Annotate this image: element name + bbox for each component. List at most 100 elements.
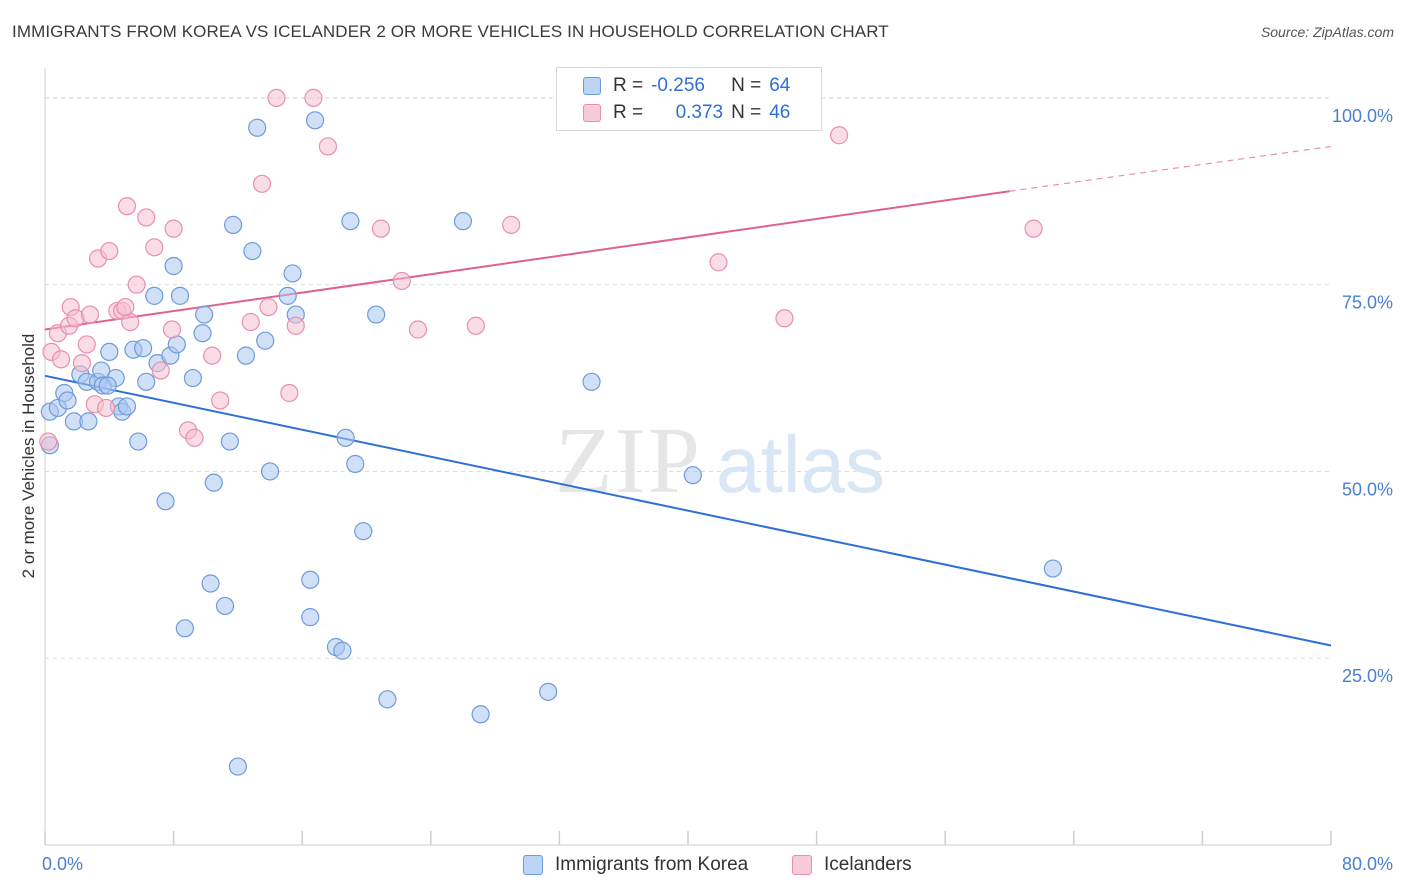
korea-legend-swatch [523,855,543,875]
icelander-legend-swatch [792,855,812,875]
korea-point [305,111,325,130]
korea-point [193,324,212,343]
icelander-point [466,316,485,335]
x-tick-label-right: 80.0% [1342,854,1393,874]
korea-point [79,412,98,431]
icelander-point [408,320,428,339]
korea-point [156,492,175,511]
legend-r-label: R = [613,75,644,96]
korea-point [204,473,223,492]
icelander-point [830,126,849,145]
icelander-point [80,305,100,324]
korea-point [248,118,267,137]
legend-item-icelanders[interactable]: Icelanders [792,852,912,878]
icelander-point [151,361,170,380]
x-tick-label-left: 0.0% [42,854,83,874]
korea-point [378,690,397,709]
icelander-point [77,335,96,354]
icelander-points [39,88,1043,451]
icelander-point [127,275,146,294]
legend-item-korea[interactable]: Immigrants from Korea [523,852,748,878]
icelander-point [116,297,135,317]
icelander-point [259,297,278,317]
icelander-point [203,346,222,365]
icelander-point [145,238,164,257]
icelander-point [162,320,182,339]
x-tick-labels: 0.0% 80.0% [42,854,1393,874]
legend-row-icelanders: R = 0.373 N = 46 [583,100,790,126]
korea-point [453,212,473,231]
icelander-point [164,219,183,238]
icelander-point [96,398,116,418]
watermark-zip: ZIP [555,409,702,513]
korea-points [40,111,1063,776]
korea-point [367,305,386,324]
y-tick-label: 100.0% [1332,106,1393,126]
icelander-trend-extension [1009,145,1332,192]
icelander-point [117,197,137,216]
korea-point [283,264,302,283]
korea-point [129,432,148,451]
icelander-point [211,391,230,410]
korea-point [164,256,183,276]
icelander-point [252,174,272,193]
korea-point [220,432,239,451]
korea-point [145,286,164,305]
korea-point [336,428,355,447]
icelander-point [502,215,521,234]
legend-icelanders-label: Icelanders [824,854,912,875]
legend-n-label: N = [731,75,762,96]
icelander-point [72,354,92,373]
icelander-point [304,88,323,107]
icelander-point [100,241,119,261]
icelander-point [709,253,728,272]
icelander-point [137,208,156,227]
korea-point [243,241,262,261]
korea-point [98,376,117,395]
korea-point [278,286,297,305]
korea-point [333,641,352,660]
legend-korea-label: Immigrants from Korea [555,854,749,875]
icelander-point [286,316,305,335]
korea-point [58,391,77,410]
icelander-point [39,432,58,451]
icelander-point [1024,219,1043,238]
stats-legend: R = -0.256 N = 64 R = 0.373 N = 46 [556,67,822,131]
korea-point [228,757,247,776]
legend-r-label: R = [613,102,644,123]
source-label: Source: ZipAtlas.com [1260,24,1394,40]
korea-point [582,372,601,391]
korea-point [301,608,320,627]
korea-point [260,462,280,481]
y-tick-label: 75.0% [1342,293,1393,313]
korea-point [256,331,275,350]
korea-point [201,574,220,593]
korea-point [100,342,119,362]
icelander-point [392,271,411,291]
korea-point [346,454,365,474]
korea-point [1043,559,1063,578]
icelander-point [318,137,338,156]
icelander-point [241,312,260,332]
icelander-point [51,350,71,369]
korea-point [175,619,194,638]
y-tick-label: 50.0% [1342,479,1393,499]
y-axis-label: 2 or more Vehicles in Household [19,334,38,579]
korea-point [471,705,490,724]
legend-n-value: 64 [769,75,791,96]
korea-point [215,596,235,616]
korea-trend-line [44,374,1332,647]
korea-point [341,212,360,231]
legend-row-korea: R = -0.256 N = 64 [583,73,790,99]
korea-point [137,372,156,391]
icelander-swatch [583,104,601,122]
icelander-point [185,428,204,447]
korea-point [133,339,153,358]
icelander-trend-line [44,190,1010,331]
korea-point [170,286,190,305]
legend-r-value: 0.373 [675,102,724,123]
korea-point [539,682,558,701]
gridlines [45,97,1331,659]
chart-title: IMMIGRANTS FROM KOREA VS ICELANDER 2 OR … [12,22,889,41]
